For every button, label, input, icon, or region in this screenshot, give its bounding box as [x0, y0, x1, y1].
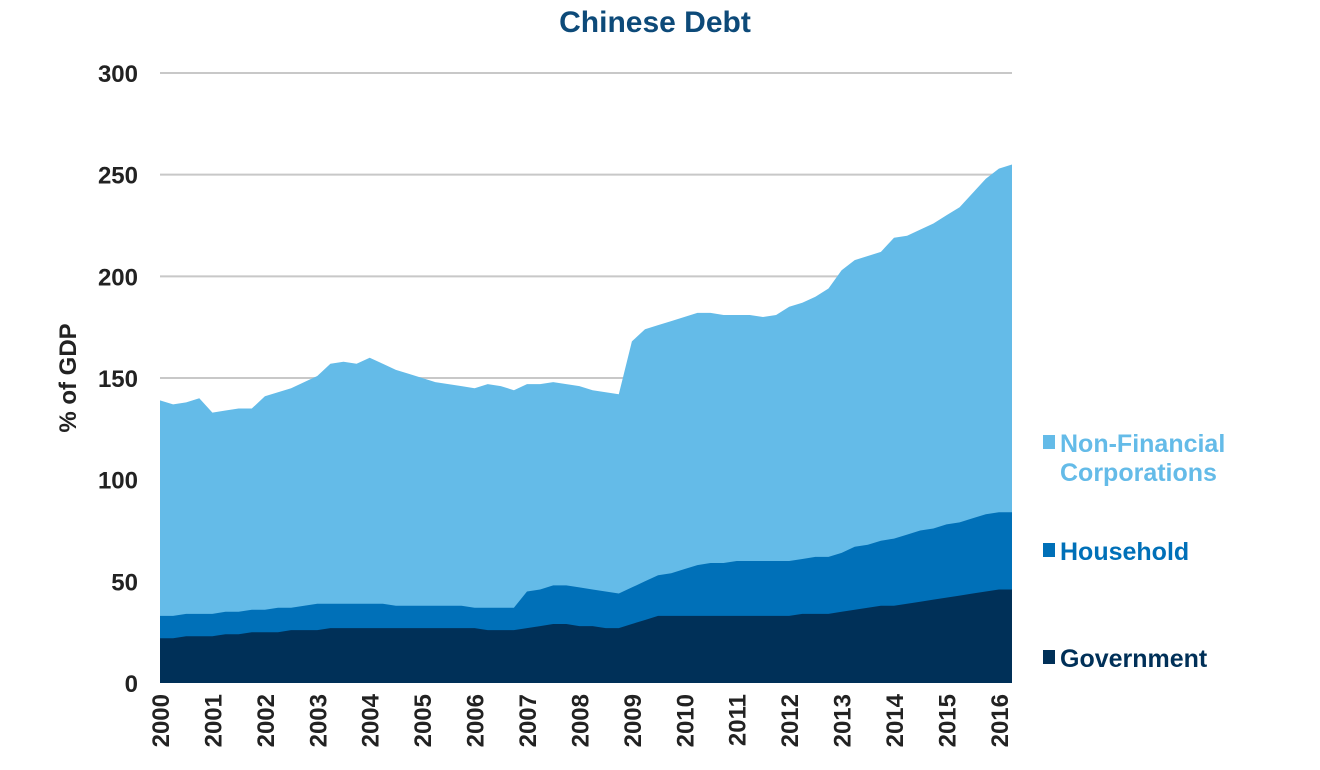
x-tick-label: 2003 — [305, 694, 332, 747]
x-tick-label: 2006 — [463, 694, 490, 747]
legend-swatch — [1043, 650, 1055, 664]
y-tick-label: 200 — [98, 264, 138, 291]
y-tick-label: 50 — [111, 569, 138, 596]
x-tick-label: 2008 — [567, 694, 594, 747]
chart-title: Chinese Debt — [559, 6, 751, 39]
x-tick-label: 2015 — [935, 694, 962, 747]
y-axis-ticks: 0 50 100 150 200 250 300 — [98, 61, 138, 698]
legend-label: Household — [1060, 538, 1189, 566]
legend-swatch — [1043, 543, 1055, 557]
legend-label: Non-Financial Corporations — [1060, 430, 1225, 487]
plot-areas — [160, 164, 1012, 683]
x-tick-label: 2013 — [830, 694, 857, 747]
y-tick-label: 0 — [125, 671, 138, 698]
y-axis-title: % of GDP — [55, 323, 82, 432]
y-tick-label: 100 — [98, 468, 138, 495]
y-tick-label: 300 — [98, 61, 138, 88]
x-tick-label: 2011 — [725, 694, 752, 746]
x-tick-label: 2002 — [253, 694, 280, 747]
y-tick-label: 250 — [98, 163, 138, 190]
x-tick-label: 2001 — [200, 694, 227, 747]
area-non-financial-corporations — [160, 164, 1012, 683]
x-tick-label: 2004 — [358, 693, 385, 747]
x-tick-label: 2007 — [515, 694, 542, 747]
legend-label: Government — [1060, 645, 1208, 673]
area-government — [160, 589, 1012, 683]
y-tick-label: 150 — [98, 366, 138, 393]
legend: Non-Financial Corporations Household Govern… — [1043, 430, 1225, 673]
legend-swatch — [1043, 435, 1055, 449]
x-tick-label: 2014 — [882, 693, 909, 747]
x-axis-ticks: 2000 2001 2002 2003 2004 2005 2006 2007 2008 2009… — [148, 693, 1014, 747]
x-tick-label: 2012 — [777, 694, 804, 747]
x-tick-label: 2010 — [672, 694, 699, 747]
x-tick-label: 2005 — [410, 694, 437, 747]
x-tick-label: 2016 — [987, 694, 1014, 747]
x-tick-label: 2000 — [148, 694, 175, 747]
x-tick-label: 2009 — [620, 694, 647, 747]
